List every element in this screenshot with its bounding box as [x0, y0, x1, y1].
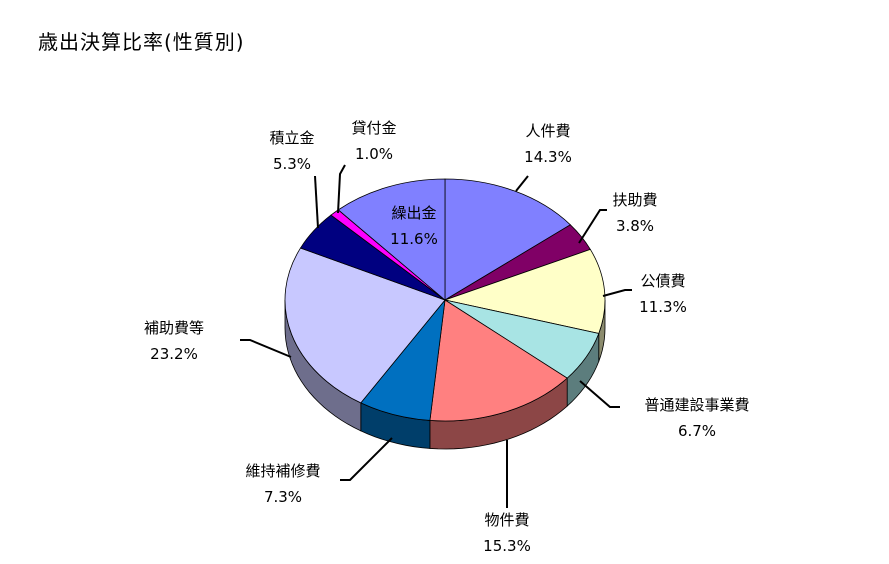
chart-title: 歳出決算比率(性質別) — [38, 30, 245, 54]
pie-slice-2 — [443, 248, 606, 334]
slice-value-0: 14.3% — [524, 148, 572, 166]
slice-label-1: 扶助費 — [612, 191, 657, 209]
pie-side-layer — [284, 299, 606, 450]
leader-line-6 — [240, 339, 292, 358]
slice-value-1: 3.8% — [616, 217, 654, 235]
pie-slice-4 — [429, 299, 568, 422]
leader-line-3 — [579, 380, 620, 408]
leader-line-7 — [314, 175, 319, 229]
slice-label-5: 維持補修費 — [245, 462, 320, 480]
slice-label-6: 補助費等 — [144, 319, 204, 337]
slice-label-2: 公債費 — [640, 272, 685, 290]
slice-value-4: 15.3% — [483, 537, 531, 555]
leader-line-1 — [578, 209, 607, 244]
slice-value-3: 6.7% — [678, 422, 716, 440]
slice-label-3: 普通建設事業費 — [644, 396, 749, 414]
pie-top-layer — [284, 178, 606, 422]
slice-label-7: 積立金 — [269, 129, 314, 147]
slice-label-9: 繰出金 — [391, 204, 436, 222]
slice-value-5: 7.3% — [264, 488, 302, 506]
leader-line-8 — [337, 164, 346, 214]
slice-label-8: 貸付金 — [351, 119, 396, 137]
leader-line-layer — [240, 164, 632, 508]
leader-line-2 — [602, 289, 632, 297]
label-layer: 人件費 14.3% 扶助費 3.8% 公債費 11.3% 普通建設事業費 6.7% 物件費 15.… — [144, 119, 750, 555]
slice-label-4: 物件費 — [484, 511, 529, 529]
leader-line-5 — [340, 437, 393, 481]
slice-value-8: 1.0% — [355, 145, 393, 163]
pie-slice-0 — [444, 178, 572, 301]
slice-value-9: 11.6% — [390, 230, 438, 248]
slice-value-7: 5.3% — [273, 155, 311, 173]
pie-slice-9 — [337, 178, 446, 301]
slice-label-0: 人件費 — [525, 122, 570, 140]
slice-value-6: 23.2% — [150, 345, 198, 363]
pie-slice-6 — [284, 247, 446, 404]
slice-value-2: 11.3% — [639, 298, 687, 316]
leader-line-0 — [515, 175, 529, 192]
